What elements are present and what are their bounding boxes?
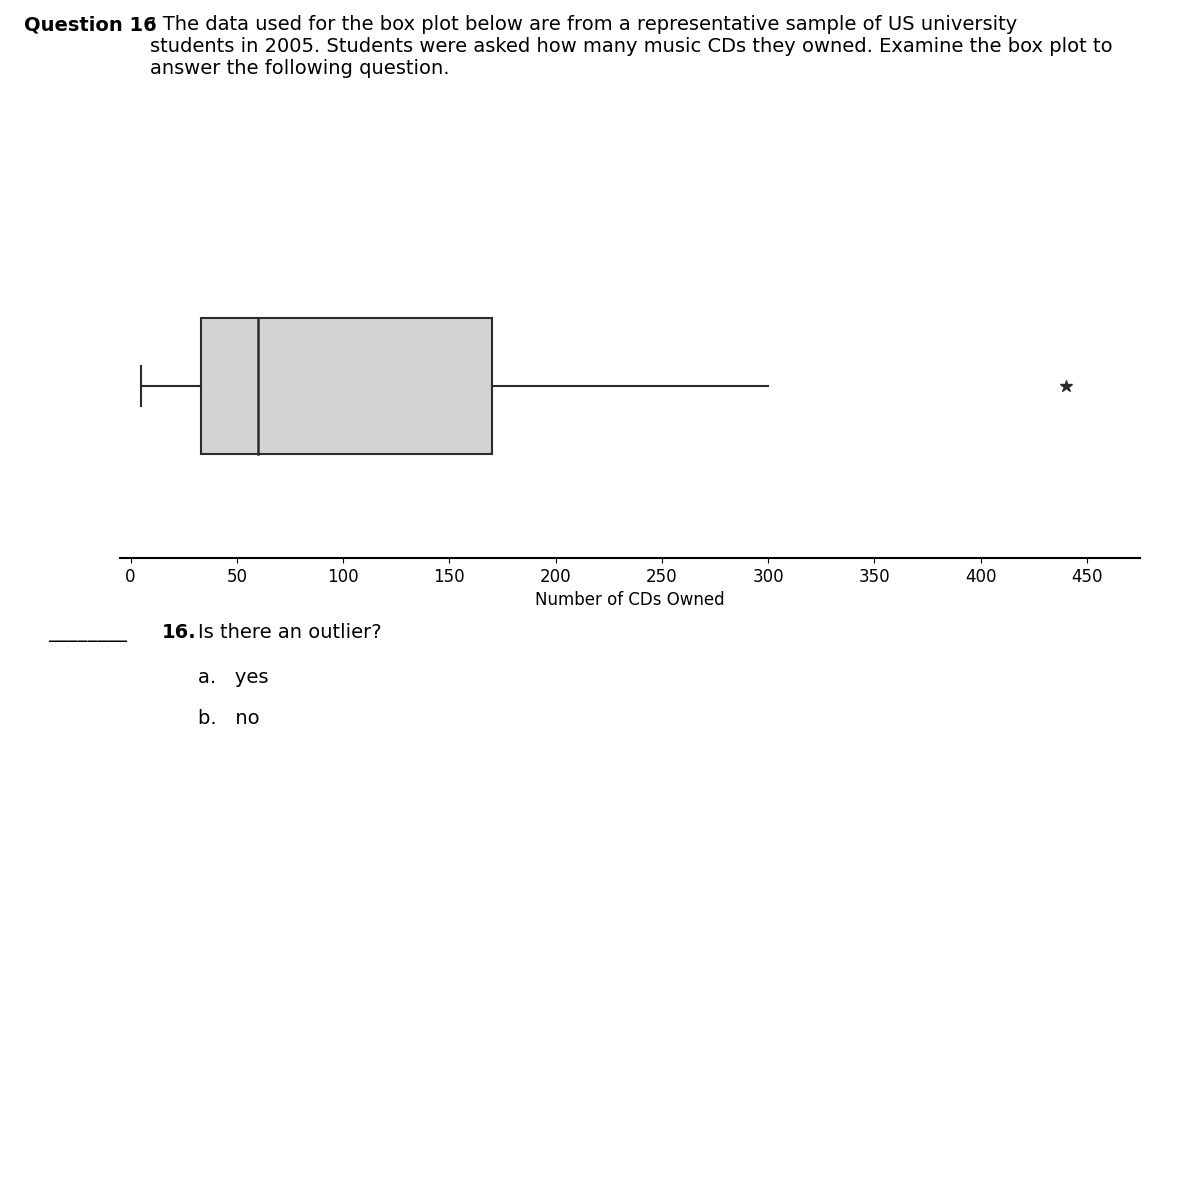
Text: Question 16: Question 16	[24, 15, 157, 34]
Text: : The data used for the box plot below are from a representative sample of US un: : The data used for the box plot below a…	[150, 15, 1112, 78]
Text: 16.: 16.	[162, 623, 197, 642]
Text: b.   no: b. no	[198, 709, 259, 728]
Text: ________: ________	[48, 623, 127, 642]
Text: Is there an outlier?: Is there an outlier?	[198, 623, 382, 642]
Text: a.   yes: a. yes	[198, 668, 269, 687]
X-axis label: Number of CDs Owned: Number of CDs Owned	[535, 591, 725, 609]
Bar	[200, 318, 492, 453]
